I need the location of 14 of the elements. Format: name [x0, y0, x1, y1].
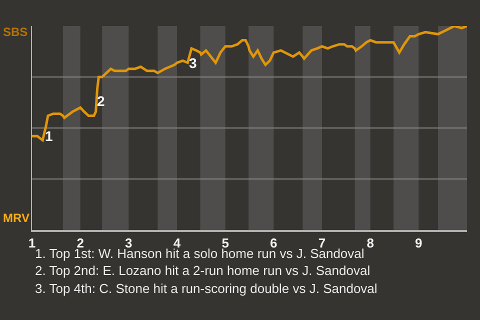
text: 2. Top 2nd: E. Lozano hit a 2-run home run vs J. Sandoval [35, 263, 370, 278]
x-tick-label: 9 [415, 236, 422, 251]
text: SBS [3, 25, 28, 39]
text: 3. Top 4th: C. Stone hit a run-scoring double vs J. Sandoval [35, 281, 378, 296]
x-tick-label: 7 [318, 236, 326, 251]
annotation: 2 [97, 93, 105, 109]
x-tick-label: 3 [125, 236, 132, 251]
text: MRV [3, 211, 30, 225]
x-tick-label: 8 [366, 236, 374, 251]
annotation: 3 [189, 55, 197, 71]
annotation: 1 [45, 128, 53, 144]
x-tick-label: 6 [270, 236, 278, 251]
x-tick-label: 1 [28, 236, 36, 251]
x-tick-label: 5 [222, 236, 229, 251]
